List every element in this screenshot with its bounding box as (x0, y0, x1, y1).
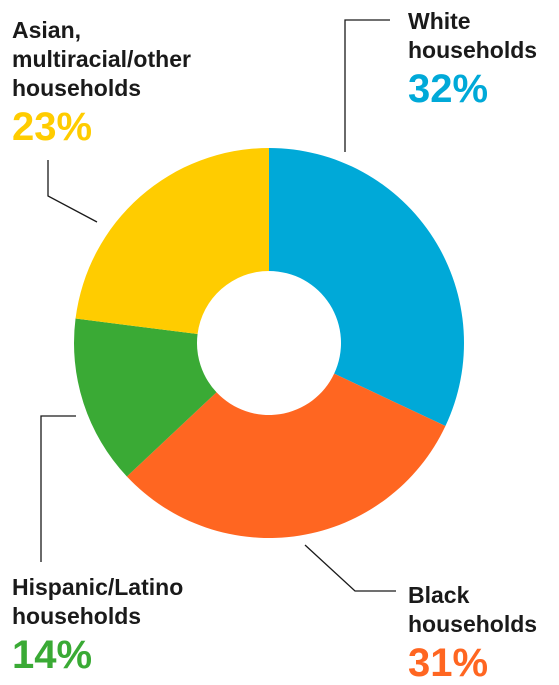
value-asian: 23% (12, 105, 93, 149)
label-white-line-2: households (408, 37, 538, 63)
label-hispanic: Hispanic/Latino households 14% (12, 573, 183, 677)
value-hispanic: 14% (12, 633, 93, 677)
label-hispanic-line-1: Hispanic/Latino (12, 574, 184, 600)
label-hispanic-line-2: households (12, 603, 142, 629)
label-asian-line-2: multiracial/other (12, 46, 191, 72)
label-asian-line-1: Asian, (12, 17, 82, 43)
value-white: 32% (408, 67, 489, 111)
leader-hispanic (40, 415, 76, 562)
slice-black (126, 373, 446, 539)
leader-black (304, 544, 396, 592)
label-black-line-1: Black (408, 582, 470, 608)
slice-white (269, 148, 465, 427)
value-black: 31% (408, 641, 489, 685)
leader-white (344, 19, 390, 152)
label-black: Black households 31% (408, 581, 537, 685)
label-asian-line-3: households (12, 75, 142, 101)
leader-asian (47, 160, 98, 223)
slice-asian (75, 148, 269, 334)
label-white: White households 32% (408, 7, 537, 111)
slice-hispanic (74, 318, 217, 477)
label-black-line-2: households (408, 611, 538, 637)
label-white-line-1: White (408, 8, 471, 34)
label-asian: Asian, multiracial/other households 23% (12, 16, 191, 149)
